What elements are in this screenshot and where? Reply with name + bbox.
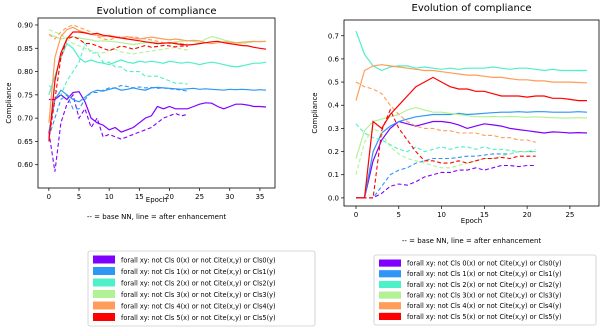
x-tick-label: 5 [77, 193, 81, 201]
y-tick-label: 0.3 [328, 125, 339, 133]
legend-label-3: forall xy: not Cls 3(x) or not Cite(x,y)… [121, 291, 276, 299]
y-tick-label: 0.70 [17, 115, 33, 123]
legend-swatch-5 [379, 312, 401, 320]
y-tick-label: 0.65 [17, 138, 33, 146]
x-tick-label: 5 [397, 211, 401, 219]
x-tick-label: 10 [437, 211, 446, 219]
legend-label-0: forall xy: not Cls 0(x) or not Cite(x,y)… [407, 259, 562, 267]
y-axis-label: Compliance [311, 92, 319, 133]
chart-1: Evolution of compliance 0 5 10 15 20 25 30 35 0.6… [5, 6, 316, 327]
series-0-base-line [48, 93, 188, 172]
x-tick-label: 0 [47, 193, 51, 201]
legend-label-4: forall xy: not Cls 4(x) or not Cite(x,y)… [407, 302, 562, 310]
legend-label-0: forall xy: not Cls 0(x) or not Cite(x,y)… [121, 256, 276, 264]
series-1-enhanced-line [48, 86, 267, 133]
series-4-base-line [355, 81, 536, 143]
y-tick-label: 0.6 [328, 55, 340, 63]
legend-swatch-1 [93, 267, 115, 275]
series-5-enhanced-line [48, 31, 267, 142]
legend-swatch-5 [93, 313, 115, 321]
series-1-enhanced-line [356, 111, 588, 199]
x-tick-label: 0 [354, 211, 358, 219]
y-tick-label: 0.7 [328, 32, 339, 40]
y-tick-label: 0.90 [17, 21, 33, 29]
legend-box [87, 250, 316, 327]
legend-label-5: forall xy: not Cls 5(x) or not Cite(x,y)… [121, 314, 276, 322]
y-tick-label: 0.85 [17, 45, 33, 53]
plot-frame [343, 19, 600, 207]
legend-label-2: forall xy: not Cls 2(x) or not Cite(x,y)… [407, 281, 562, 289]
y-tick-label: 0.4 [328, 102, 340, 110]
x-tick-label: 15 [480, 211, 489, 219]
x-tick-label: 30 [225, 193, 234, 201]
series-3-enhanced-line [355, 106, 588, 159]
y-tick-label: 0.75 [17, 91, 33, 99]
x-tick-label: 25 [565, 211, 574, 219]
x-tick-label: 35 [255, 193, 264, 201]
series-group [355, 30, 588, 199]
series-0-enhanced-line [48, 90, 267, 133]
series-1-base-line [356, 151, 536, 199]
chart-caption: -- = base NN, line = after enhancement [87, 213, 227, 221]
y-axis-label: Compliance [5, 82, 13, 123]
chart-title: Evolution of compliance [97, 6, 217, 17]
legend-swatch-2 [379, 280, 401, 288]
legend-swatch-0 [379, 259, 401, 267]
series-3-base-line [48, 29, 188, 55]
series-group [48, 24, 267, 172]
legend-label-2: forall xy: not Cls 2(x) or not Cite(x,y)… [121, 279, 276, 287]
series-5-base-line [356, 108, 536, 199]
x-tick-label: 15 [135, 193, 144, 201]
x-tick-label: 20 [165, 193, 174, 201]
y-tick-label: 0.1 [328, 171, 339, 179]
plot-frame [37, 17, 276, 189]
legend-label-3: forall xy: not Cls 3(x) or not Cite(x,y)… [407, 291, 562, 299]
series-2-enhanced-line [48, 42, 267, 95]
legend-swatch-3 [93, 290, 115, 298]
series-5-base-line [48, 36, 188, 140]
series-4-enhanced-line [355, 64, 588, 101]
series-2-base-line [48, 42, 188, 96]
y-tick-label: 0.5 [328, 79, 339, 87]
y-tick-label: 0.80 [17, 68, 33, 76]
legend-swatch-0 [93, 255, 115, 264]
x-axis-label: Epoch [461, 217, 482, 225]
legend-swatch-4 [379, 302, 401, 310]
legend-swatch-1 [379, 270, 401, 278]
legend: forall xy: not Cls 0(x) or not Cite(x,y)… [87, 250, 316, 327]
x-tick-label: 10 [105, 193, 114, 201]
x-tick-label: 25 [195, 193, 204, 201]
legend-label-5: forall xy: not Cls 5(x) or not Cite(x,y)… [407, 313, 562, 321]
y-tick-label: 0.0 [328, 194, 339, 202]
chart-2: Evolution of compliance 0 5 10 15 20 25 0.0 0.1 0… [311, 3, 600, 326]
series-2-base-line [355, 123, 536, 153]
legend-swatch-2 [93, 278, 115, 287]
legend-box [373, 254, 597, 326]
chart-caption: -- = base NN, line = after enhancement [402, 237, 542, 245]
legend-label-4: forall xy: not Cls 4(x) or not Cite(x,y)… [121, 302, 276, 310]
series-2-enhanced-line [355, 30, 587, 72]
legend-swatch-4 [93, 301, 115, 310]
series-3-enhanced-line [48, 33, 266, 46]
legend-swatch-3 [379, 291, 401, 299]
y-tick-label: 0.60 [17, 161, 33, 169]
series-0-base-line [356, 164, 536, 199]
series-0-enhanced-line [356, 120, 588, 199]
chart-title: Evolution of compliance [412, 3, 532, 14]
legend-label-1: forall xy: not Cls 1(x) or not Cite(x,y)… [407, 270, 562, 278]
series-5-enhanced-line [356, 76, 587, 199]
x-tick-label: 20 [523, 211, 532, 219]
legend: forall xy: not Cls 0(x) or not Cite(x,y)… [373, 254, 597, 326]
y-tick-label: 0.2 [328, 148, 339, 156]
x-axis-label: Epoch [146, 196, 167, 204]
series-3-base-line [355, 127, 536, 175]
legend-label-1: forall xy: not Cls 1(x) or not Cite(x,y)… [121, 268, 276, 276]
